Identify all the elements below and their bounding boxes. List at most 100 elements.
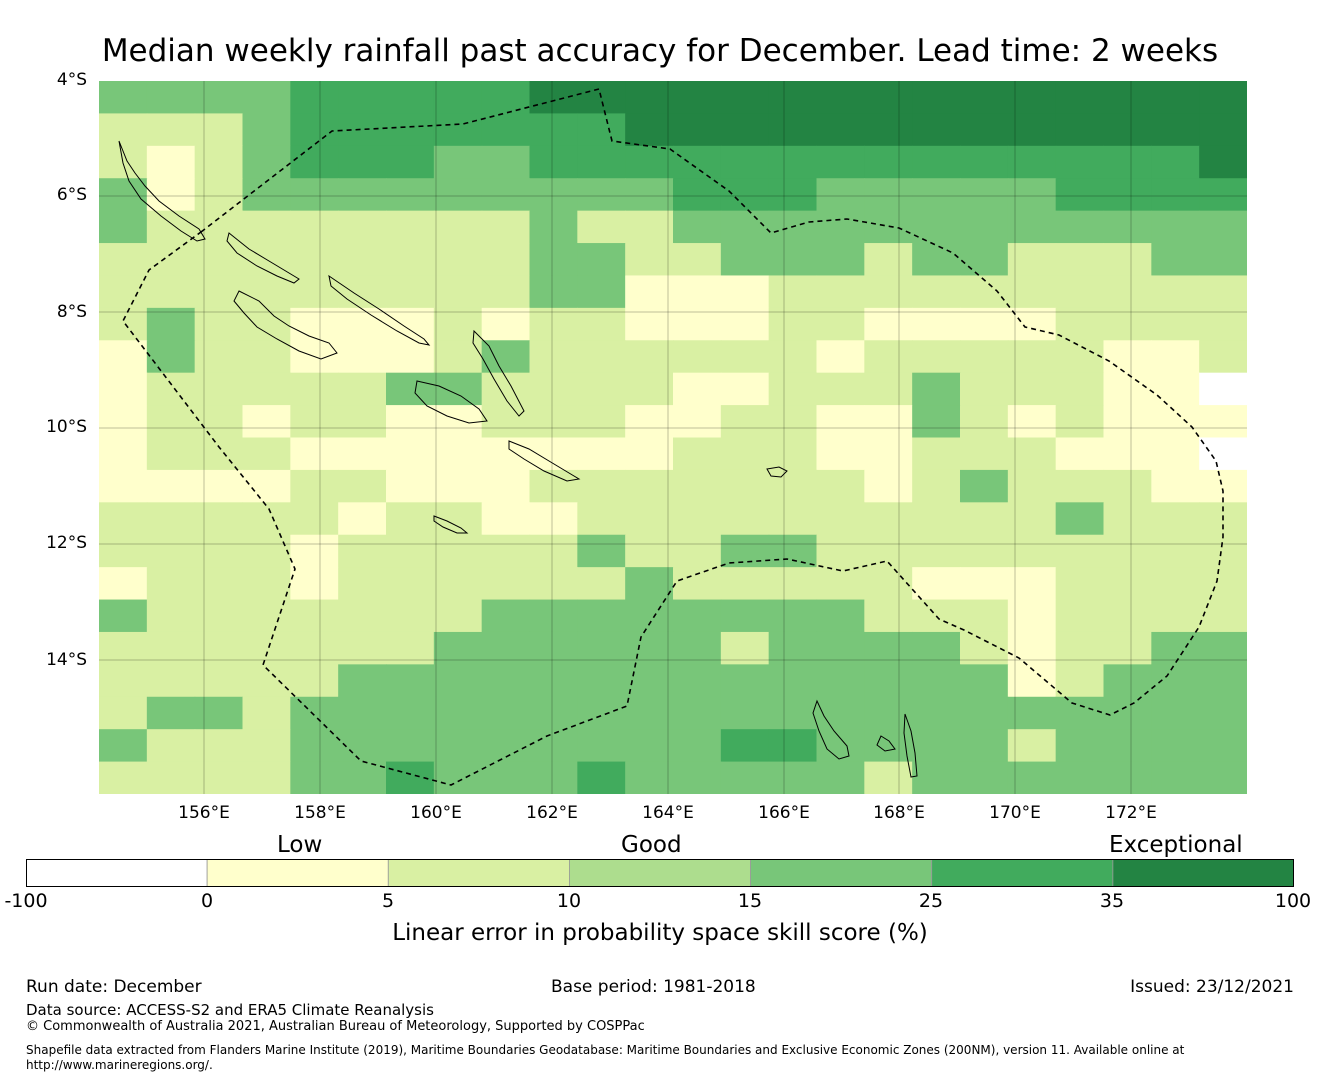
skill-cell — [290, 405, 339, 439]
skill-cell — [481, 275, 531, 309]
skill-cell — [1007, 567, 1057, 601]
skill-cell — [290, 178, 339, 212]
skill-cell — [242, 761, 291, 794]
skill-cell — [242, 567, 291, 601]
skill-cell — [768, 372, 818, 406]
category-good: Good — [621, 832, 682, 858]
skill-cell — [673, 145, 722, 179]
skill-cell — [1199, 145, 1247, 179]
skill-cell — [386, 469, 435, 503]
skill-cell — [912, 178, 961, 212]
skill-cell — [433, 243, 483, 277]
skill-cell — [386, 210, 435, 244]
skill-cell — [146, 664, 196, 698]
skill-cell — [625, 372, 674, 406]
skill-cell — [99, 210, 148, 244]
skill-cell — [960, 340, 1009, 374]
skill-cell — [290, 145, 339, 179]
skill-cell — [1151, 664, 1200, 698]
skill-cell — [577, 664, 626, 698]
skill-cell — [768, 437, 818, 471]
skill-cell — [146, 210, 196, 244]
skill-cell — [99, 437, 148, 471]
skill-cell — [720, 696, 770, 730]
skill-cell — [1103, 469, 1152, 503]
skill-cell — [338, 567, 387, 601]
skill-cell — [290, 599, 339, 633]
skill-cell — [720, 405, 770, 439]
skill-cell — [1199, 405, 1247, 439]
skill-cell — [1007, 761, 1057, 794]
skill-cell — [720, 534, 770, 568]
skill-cell — [1199, 243, 1247, 277]
skill-cell — [338, 437, 387, 471]
skill-cell — [864, 437, 913, 471]
skill-cell — [1007, 210, 1057, 244]
skill-cell — [1055, 372, 1105, 406]
skill-cell — [673, 275, 722, 309]
skill-cell — [529, 275, 578, 309]
skill-cell — [529, 664, 578, 698]
skill-cell — [960, 534, 1009, 568]
skill-cell — [242, 405, 291, 439]
skill-cell — [1199, 631, 1247, 665]
skill-cell — [194, 243, 244, 277]
skill-cell — [194, 437, 244, 471]
skill-cell — [290, 631, 339, 665]
skill-cell — [529, 567, 578, 601]
skill-cell — [577, 437, 626, 471]
skill-cell — [768, 729, 818, 763]
skill-cell — [1151, 405, 1200, 439]
skill-cell — [338, 696, 387, 730]
skill-cell — [625, 340, 674, 374]
skill-cell — [720, 178, 770, 212]
skill-cell — [386, 113, 435, 147]
skill-cell — [529, 178, 578, 212]
skill-cell — [99, 502, 148, 536]
skill-cell — [1151, 469, 1200, 503]
skill-cell — [864, 113, 913, 147]
skill-cell — [481, 469, 531, 503]
skill-cell — [1151, 243, 1200, 277]
skill-cell — [386, 664, 435, 698]
skill-cell — [625, 534, 674, 568]
category-low: Low — [277, 832, 323, 858]
skill-cell — [720, 243, 770, 277]
skill-cell — [625, 729, 674, 763]
skill-cell — [529, 81, 578, 115]
skill-cell — [960, 761, 1009, 794]
skill-cell — [1199, 178, 1247, 212]
skill-cell — [1007, 340, 1057, 374]
skill-cell — [338, 372, 387, 406]
skill-cell — [1007, 275, 1057, 309]
skill-cell — [577, 275, 626, 309]
skill-cell — [912, 372, 961, 406]
skill-cell — [242, 696, 291, 730]
skill-cell — [816, 761, 865, 794]
skill-cell — [1103, 696, 1152, 730]
skill-cell — [1007, 599, 1057, 633]
skill-cell — [673, 664, 722, 698]
skill-cell — [433, 696, 483, 730]
skill-cell — [960, 243, 1009, 277]
skill-cell — [577, 243, 626, 277]
skill-cell — [386, 307, 435, 341]
skill-cell — [912, 340, 961, 374]
skill-cell — [960, 178, 1009, 212]
skill-cell — [1199, 307, 1247, 341]
skill-cell — [433, 567, 483, 601]
skill-cell — [1055, 761, 1105, 794]
skill-cell — [625, 696, 674, 730]
skill-cell — [290, 437, 339, 471]
vanuatu-malakula — [876, 735, 896, 752]
skill-cell — [338, 631, 387, 665]
skill-cell — [625, 113, 674, 147]
skill-cell — [673, 696, 722, 730]
skill-cell — [1199, 664, 1247, 698]
skill-cell — [720, 145, 770, 179]
skill-cell — [1055, 340, 1105, 374]
skill-cell — [912, 113, 961, 147]
skill-cell — [816, 307, 865, 341]
skill-cell — [290, 664, 339, 698]
skill-cell — [768, 275, 818, 309]
